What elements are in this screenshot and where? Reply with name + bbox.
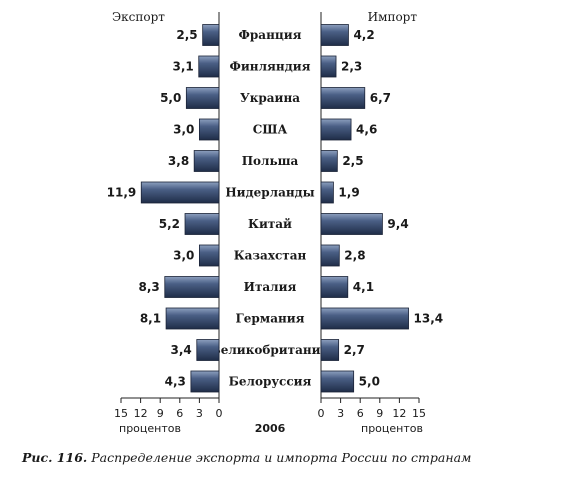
export-value-label: 3,0 [173, 123, 194, 137]
caption-prefix: Рис. 116. [22, 450, 88, 465]
export-bar [196, 339, 220, 361]
import-bar [320, 213, 383, 235]
export-bar [198, 55, 220, 78]
category-label: Италия [244, 280, 297, 294]
export-value-label: 3,8 [168, 154, 189, 168]
category-label: Финляндия [230, 60, 311, 74]
export-tick-label: 3 [196, 407, 203, 420]
caption-text: Распределение экспорта и импорта России … [91, 450, 472, 465]
export-value-label: 2,5 [176, 28, 197, 42]
export-value-label: 8,1 [140, 312, 161, 326]
import-tick-label: 15 [412, 407, 426, 420]
import-bar [320, 276, 349, 298]
export-bar [198, 118, 220, 141]
export-tick-label: 15 [114, 407, 128, 420]
export-tick-label: 9 [157, 407, 164, 420]
category-label: США [253, 123, 288, 137]
import-x-label: процентов [361, 422, 423, 435]
import-value-label: 6,7 [370, 91, 391, 105]
export-tick-label: 6 [176, 407, 183, 420]
import-bar [320, 55, 337, 78]
import-value-label: 2,5 [342, 154, 363, 168]
export-bar [184, 213, 220, 235]
import-bar [320, 118, 352, 141]
import-bar [320, 307, 409, 330]
import-value-label: 4,2 [353, 28, 374, 42]
export-value-label: 4,3 [165, 375, 186, 389]
category-label: Германия [235, 312, 304, 326]
category-label: Украина [240, 91, 300, 105]
import-bar [320, 181, 334, 204]
import-bar [320, 339, 340, 361]
export-tick-label: 0 [216, 407, 223, 420]
export-value-label: 3,0 [173, 249, 194, 263]
export-bar [164, 276, 220, 298]
ticks-group: 15 12 9 6 3 0 0 3 6 9 12 15 [114, 398, 426, 420]
export-bar [165, 307, 220, 330]
import-tick-label: 0 [318, 407, 325, 420]
import-header: Импорт [368, 10, 418, 24]
export-header: Экспорт [112, 10, 165, 24]
import-bar [320, 370, 355, 393]
import-value-label: 2,3 [341, 60, 362, 74]
export-value-label: 3,4 [171, 343, 192, 357]
export-bar [198, 244, 220, 267]
import-bar [320, 87, 366, 109]
export-bar [202, 24, 220, 46]
export-bar [140, 181, 220, 204]
year-label: 2006 [255, 422, 286, 435]
import-tick-label: 6 [357, 407, 364, 420]
category-label: Китай [248, 217, 292, 231]
import-value-label: 5,0 [359, 375, 380, 389]
export-value-label: 11,9 [107, 186, 137, 200]
import-value-label: 9,4 [387, 217, 408, 231]
export-value-label: 8,3 [139, 280, 160, 294]
import-bar [320, 24, 349, 46]
category-label: Казахстан [234, 249, 307, 263]
export-value-label: 5,0 [160, 91, 181, 105]
export-bar [193, 150, 220, 172]
import-tick-label: 9 [376, 407, 383, 420]
export-bar [185, 87, 220, 109]
import-value-label: 13,4 [414, 312, 444, 326]
export-tick-label: 12 [134, 407, 148, 420]
import-value-label: 4,1 [353, 280, 374, 294]
export-value-label: 5,2 [159, 217, 180, 231]
figure-caption: Рис. 116. Распределение экспорта и импор… [22, 450, 471, 465]
import-bar [320, 150, 338, 172]
export-bar [190, 370, 220, 393]
export-x-label: процентов [119, 422, 181, 435]
import-tick-label: 3 [337, 407, 344, 420]
category-label: Нидерланды [225, 186, 314, 200]
import-tick-label: 12 [392, 407, 406, 420]
bars-group: Франция 2,5 4,2 Финляндия 3,1 2,3 Украина 5,0 6,… [107, 24, 444, 393]
import-value-label: 2,8 [344, 249, 365, 263]
category-label: Великобритания [211, 343, 330, 357]
import-value-label: 1,9 [338, 186, 359, 200]
import-value-label: 2,7 [344, 343, 365, 357]
export-value-label: 3,1 [172, 60, 193, 74]
category-label: Белоруссия [229, 375, 312, 389]
import-bar [320, 244, 340, 267]
category-label: Франция [239, 28, 302, 42]
import-value-label: 4,6 [356, 123, 377, 137]
category-label: Польша [242, 154, 299, 168]
